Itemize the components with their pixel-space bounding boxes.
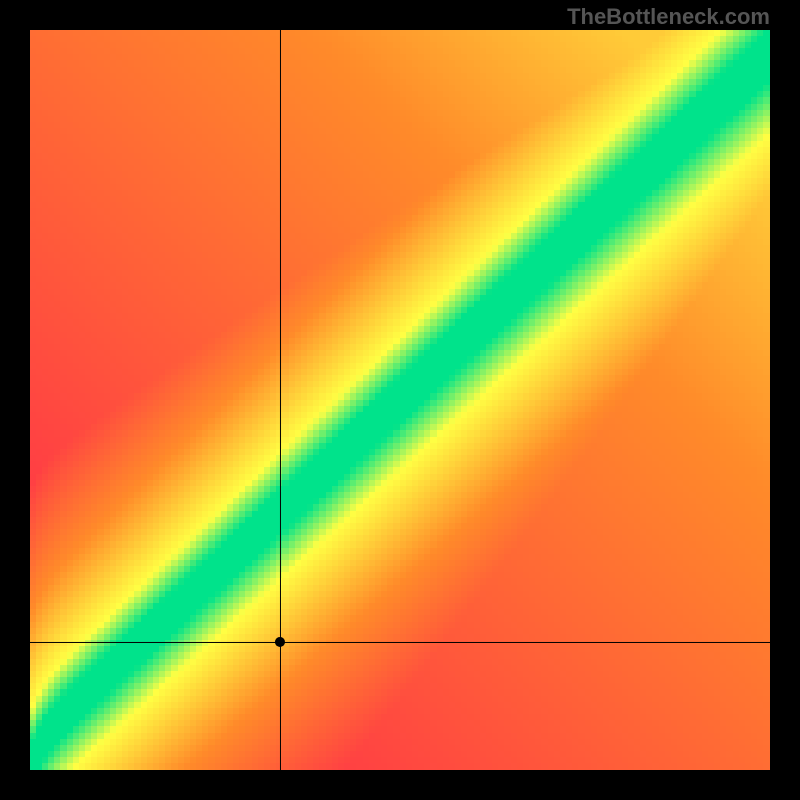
watermark-text: TheBottleneck.com (567, 4, 770, 30)
chart-container: TheBottleneck.com (0, 0, 800, 800)
heatmap-canvas (30, 30, 770, 770)
